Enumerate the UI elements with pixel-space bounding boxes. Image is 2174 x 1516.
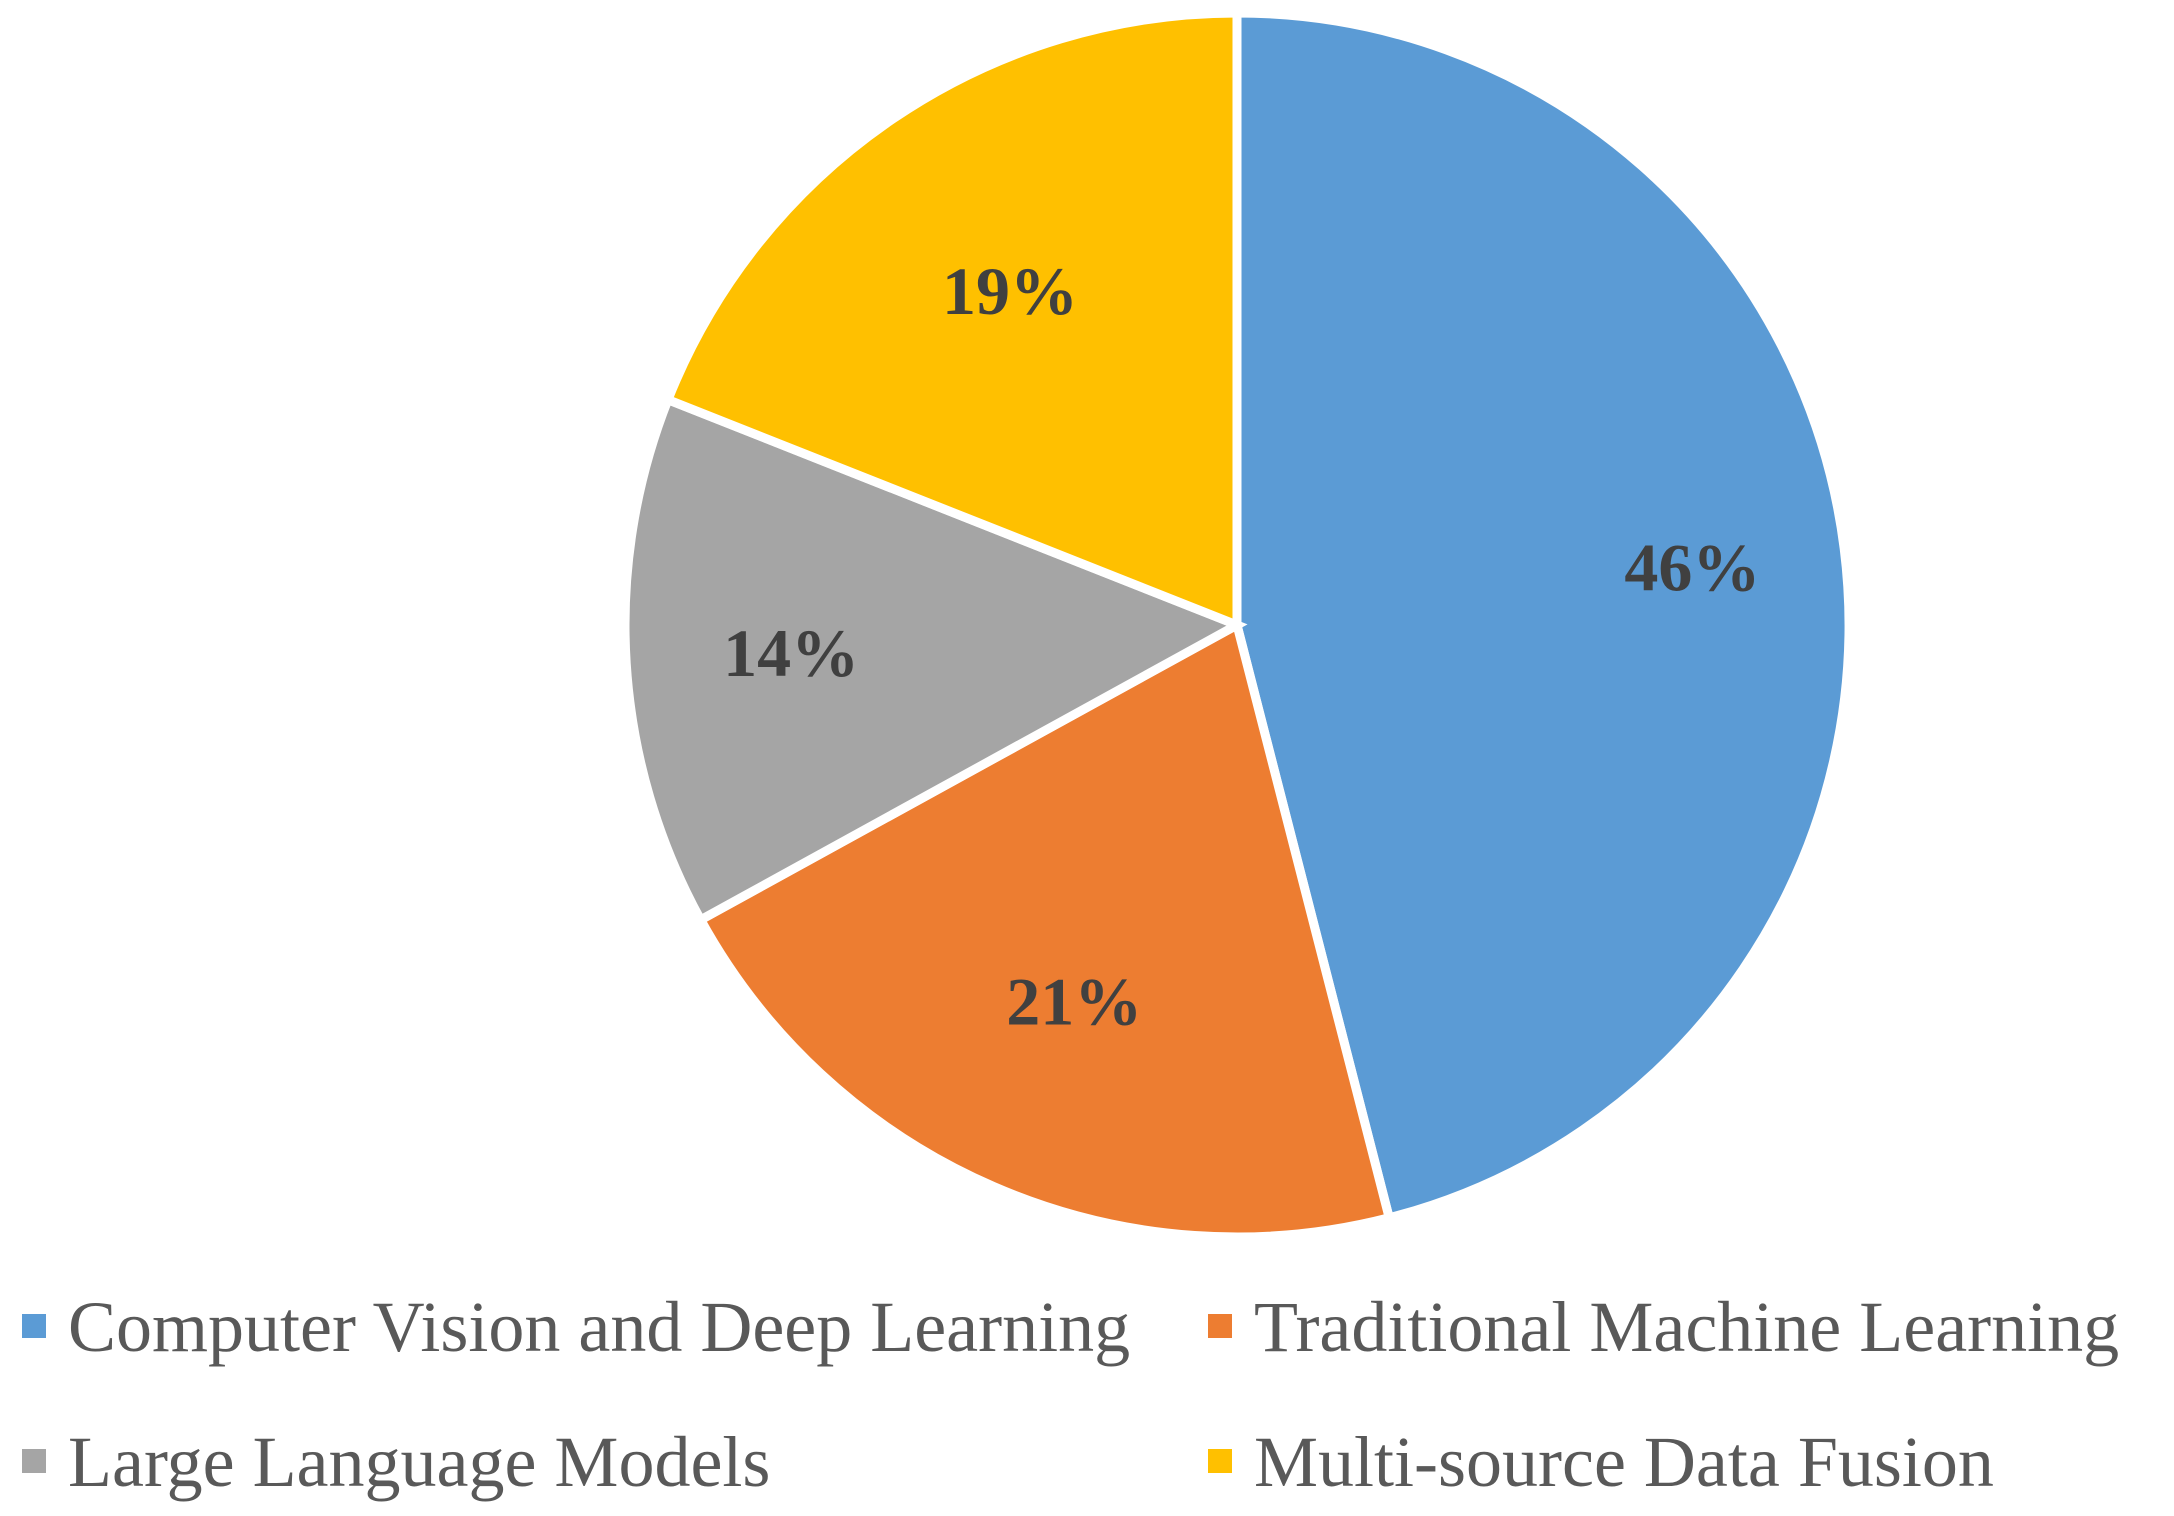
data-label-traditional-machine-learning: 21% [1006,963,1142,1039]
pie-slice-traditional-machine-learning [694,618,1395,1242]
data-label-large-language-models: 14% [723,615,859,691]
pie-slice-large-language-models [620,393,1248,926]
pie-slices [620,8,1854,1242]
legend-item-large-language-models: Large Language Models [22,1422,770,1502]
data-label-multi-source-data-fusion: 19% [942,253,1078,329]
legend-swatch [22,1314,46,1338]
legend-item-multi-source-data-fusion: Multi-source Data Fusion [1208,1422,1994,1502]
legend-label: Computer Vision and Deep Learning [68,1287,1130,1367]
legend-item-computer-vision-and-deep-learning: Computer Vision and Deep Learning [22,1287,1130,1367]
legend-swatch [22,1449,46,1473]
legend-swatch [1208,1314,1232,1338]
pie-slice-multi-source-data-fusion [662,8,1242,632]
legend-item-traditional-machine-learning: Traditional Machine Learning [1208,1287,2119,1367]
pie-slice-computer-vision-and-deep-learning [1232,8,1854,1224]
data-label-computer-vision-and-deep-learning: 46% [1624,530,1760,606]
legend-swatch [1208,1449,1232,1473]
legend-label: Traditional Machine Learning [1254,1287,2119,1367]
data-labels: 46% 21% 14% 19% [723,253,1760,1039]
legend-label: Large Language Models [68,1422,770,1502]
legend: Computer Vision and Deep Learning Traditi… [22,1287,2119,1502]
legend-label: Multi-source Data Fusion [1254,1422,1994,1502]
